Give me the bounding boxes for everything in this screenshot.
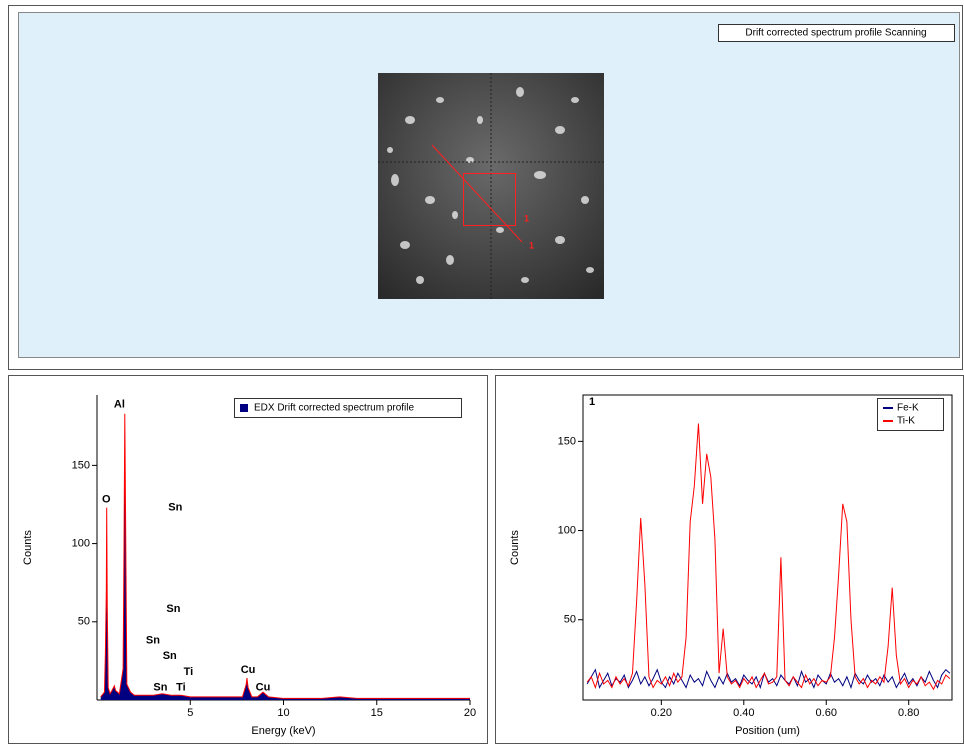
peak-label: Al bbox=[114, 398, 125, 410]
peak-label: Sn bbox=[163, 650, 177, 662]
peak-label: Sn bbox=[153, 681, 167, 693]
y-tick-label: 50 bbox=[564, 614, 576, 626]
y-tick-label: 100 bbox=[72, 537, 90, 549]
peak-label: Cu bbox=[241, 664, 256, 676]
x-tick-label: 5 bbox=[187, 707, 193, 719]
x-tick-label: 15 bbox=[371, 707, 383, 719]
peak-label: Sn bbox=[168, 502, 182, 514]
x-tick-label: 20 bbox=[464, 707, 476, 719]
x-tick-label: 0.80 bbox=[898, 707, 919, 719]
peak-label: Ti bbox=[176, 681, 186, 693]
image-label: Drift corrected spectrum profile Scannin… bbox=[745, 28, 926, 39]
x-tick-label: 10 bbox=[277, 707, 289, 719]
screen: Drift corrected spectrum profile Scannin… bbox=[0, 0, 964, 744]
peak-label: Sn bbox=[166, 603, 180, 615]
peak-label: O bbox=[102, 494, 111, 506]
legend-label: EDX Drift corrected spectrum profile bbox=[254, 403, 414, 414]
legend-label: Fe-K bbox=[897, 403, 919, 414]
legend-swatch bbox=[240, 404, 248, 412]
peak-label: Ti bbox=[184, 666, 194, 678]
profile-marker: 1 bbox=[529, 240, 534, 250]
drift-box-marker: 1 bbox=[524, 213, 529, 223]
y-tick-label: 150 bbox=[558, 435, 576, 447]
y-axis-label: Counts bbox=[509, 530, 521, 565]
page: {"image_panel": {"label": "Drift correct… bbox=[0, 0, 964, 744]
y-tick-label: 100 bbox=[558, 524, 576, 536]
x-tick-label: 0.60 bbox=[816, 707, 837, 719]
x-tick-label: 0.20 bbox=[651, 707, 672, 719]
y-tick-label: 50 bbox=[78, 616, 90, 628]
x-tick-label: 0.40 bbox=[733, 707, 754, 719]
y-tick-label: 150 bbox=[72, 459, 90, 471]
x-axis-label: Energy (keV) bbox=[251, 725, 315, 737]
legend-label: Ti-K bbox=[897, 416, 915, 427]
peak-label: Sn bbox=[146, 634, 160, 646]
peak-label: Cu bbox=[256, 681, 271, 693]
y-axis-label: Counts bbox=[22, 530, 34, 565]
x-axis-label: Position (um) bbox=[735, 725, 800, 737]
chart-title: 1 bbox=[589, 396, 595, 408]
sem-image: 1 1 bbox=[378, 73, 604, 299]
